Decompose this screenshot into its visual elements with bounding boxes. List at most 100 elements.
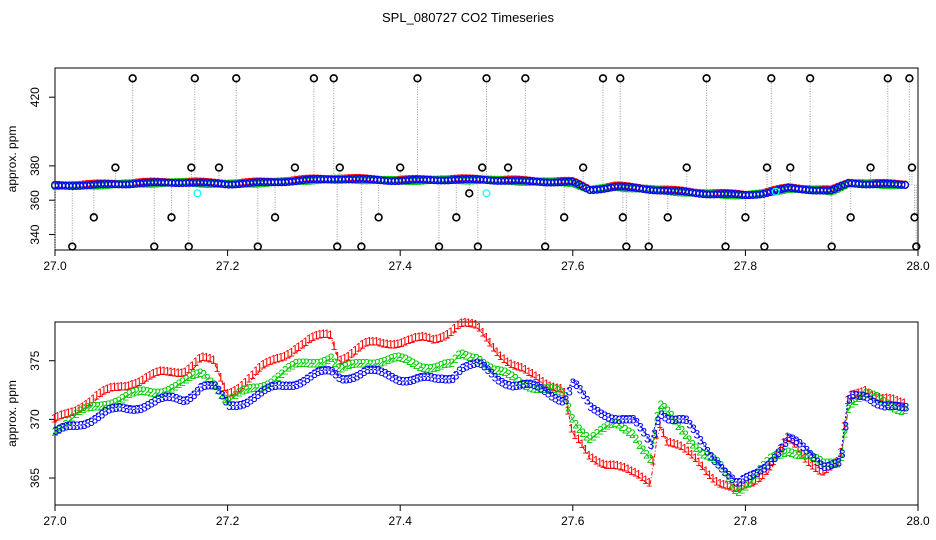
series-3-marker: 3: [772, 451, 779, 465]
series-1-marker: 1: [139, 373, 146, 387]
series-1-marker: 1: [508, 357, 515, 371]
series-3-marker: 3: [559, 394, 566, 408]
series-2-marker: 2: [611, 416, 618, 430]
series-3-marker: 3: [166, 390, 173, 404]
series-2-marker: 2: [771, 449, 778, 463]
flagged-point: [473, 242, 483, 251]
series-1-marker: 1: [440, 329, 447, 343]
series-3-marker: 3: [184, 393, 191, 407]
panel1-frame: [54, 321, 919, 506]
series-1-marker: 1: [501, 352, 508, 366]
series-1-marker: 1: [129, 378, 136, 392]
cyan-point: [193, 189, 202, 198]
series-1-marker: 1: [224, 387, 231, 401]
series-1-marker: 1: [625, 462, 632, 476]
series-3-marker: 3: [385, 369, 392, 383]
series-2-marker: 2: [696, 445, 703, 459]
figure-title: SPL_080727 CO2 Timeseries: [382, 10, 554, 25]
series-1-marker: 1: [200, 350, 207, 364]
series-3-marker: 3: [205, 379, 212, 393]
flagged-point: [827, 242, 836, 251]
series-2-marker: 2: [873, 390, 880, 404]
series-2-marker: 2: [385, 353, 392, 367]
series-3-marker: 3: [566, 384, 573, 398]
series-3-marker: 3: [690, 422, 697, 436]
series-1-marker: 1: [858, 385, 865, 399]
series-2-marker: 2: [349, 357, 356, 371]
series-1-marker: 1: [122, 379, 129, 393]
series-2-marker: 2: [331, 356, 338, 370]
series-3-marker: 3: [644, 432, 651, 446]
series-1-marker: 1: [734, 481, 741, 495]
series-3-marker: 3: [517, 378, 524, 392]
series-3-marker: 3: [630, 412, 637, 426]
series-1-marker: 1: [483, 330, 490, 344]
series-3-marker: 3: [594, 405, 601, 419]
series-3-point: [762, 189, 771, 198]
series-3-marker: 3: [109, 401, 116, 415]
series-2-marker: 2: [229, 391, 236, 405]
series-1-marker: 1: [458, 316, 465, 330]
series-2-marker: 2: [76, 404, 83, 418]
series-1-marker: 1: [848, 388, 855, 402]
series-1-marker: 1: [68, 405, 75, 419]
series-3-marker: 3: [548, 389, 555, 403]
series-1-marker: 1: [348, 347, 355, 361]
series-3-marker: 3: [722, 465, 729, 479]
series-2-marker: 2: [781, 446, 788, 460]
series-3-marker: 3: [393, 372, 400, 386]
series-2-marker: 2: [285, 361, 292, 375]
series-2-marker: 2: [186, 370, 193, 384]
flagged-point: [682, 163, 691, 172]
series-2-marker: 2: [133, 385, 140, 399]
series-1-marker: 1: [692, 451, 699, 465]
series-1-marker: 1: [547, 379, 554, 393]
series-3-marker: 3: [102, 405, 109, 419]
series-2-marker: 2: [725, 471, 732, 485]
series-3-marker: 3: [343, 373, 350, 387]
series-2-marker: 2: [735, 485, 742, 499]
series-2-marker: 2: [827, 456, 834, 470]
series-3-marker: 3: [106, 403, 113, 417]
series-1-marker: 1: [72, 404, 79, 418]
flagged-point: [598, 74, 608, 83]
series-3-marker: 3: [672, 413, 679, 427]
series-3-marker: 3: [619, 413, 626, 427]
series-3-marker: 3: [513, 379, 520, 393]
series-1-marker: 1: [540, 374, 547, 388]
series-3-marker: 3: [662, 411, 669, 425]
series-1-marker: 1: [447, 325, 454, 339]
series-1-marker: 1: [97, 386, 104, 400]
series-3-marker: 3: [262, 383, 269, 397]
series-3-marker: 3: [598, 407, 605, 421]
series-1-marker: 1: [865, 386, 872, 400]
series-3-marker: 3: [453, 368, 460, 382]
series-2-marker: 2: [643, 448, 650, 462]
series-1-marker: 1: [207, 351, 214, 365]
series-1-marker: 1: [646, 475, 653, 489]
series-2-marker: 2: [679, 424, 686, 438]
flagged-point: [290, 163, 300, 172]
panel1-ytick-label: 375: [28, 350, 42, 370]
series-1-marker: 1: [756, 471, 763, 485]
top-panel-flagged-co2: 27.0 27.2 27.4 27.6 27.8 28.0 340 360 380 420 appr…: [5, 67, 930, 273]
series-2-marker: 2: [810, 450, 817, 464]
series-2-marker: 2: [601, 421, 608, 435]
series-1-marker: 1: [862, 383, 869, 397]
series-3-marker: 3: [527, 377, 534, 391]
series-2-marker: 2: [324, 353, 331, 367]
series-1-marker: 1: [763, 464, 770, 478]
series-2-marker: 2: [84, 401, 91, 415]
series-1-marker: 1: [408, 332, 415, 346]
series-2-marker: 2: [406, 354, 413, 368]
series-1-marker: 1: [550, 380, 557, 394]
series-3-marker: 3: [803, 444, 810, 458]
series-3-marker: 3: [474, 356, 481, 370]
series-3-marker: 3: [400, 374, 407, 388]
series-3-marker: 3: [442, 372, 449, 386]
series-3-point: [773, 186, 782, 195]
series-3-marker: 3: [605, 411, 612, 425]
series-2-marker: 2: [594, 426, 601, 440]
series-3-marker: 3: [563, 393, 570, 407]
series-3-marker: 3: [679, 413, 686, 427]
